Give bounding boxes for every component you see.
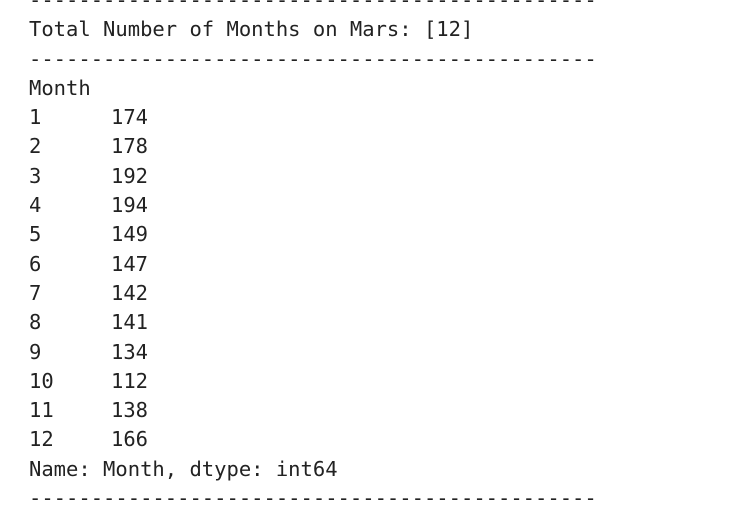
row-value: 192: [111, 163, 149, 188]
row-index: 3: [29, 163, 42, 188]
row-value: 174: [111, 105, 149, 130]
table-row: 9 134: [29, 338, 719, 367]
row-value: 112: [111, 368, 149, 393]
table-row: 10 112: [29, 367, 719, 396]
table-row: 6 147: [29, 250, 719, 279]
row-index: 11: [29, 398, 54, 423]
series-footer: Name: Month, dtype: int64: [29, 456, 338, 481]
total-months-line: Total Number of Months on Mars: [12]: [29, 17, 474, 42]
row-index: 7: [29, 280, 42, 305]
row-index: 12: [29, 427, 54, 452]
row-index: 6: [29, 251, 42, 276]
table-row: 8 141: [29, 308, 719, 337]
table-row: 2 178: [29, 132, 719, 161]
table-row: 5 149: [29, 220, 719, 249]
row-index: 8: [29, 310, 42, 335]
table-row: 3 192: [29, 162, 719, 191]
table-row: 4 194: [29, 191, 719, 220]
row-index: 10: [29, 368, 54, 393]
row-value: 141: [111, 310, 149, 335]
row-index: 4: [29, 193, 42, 218]
row-value: 178: [111, 134, 149, 159]
separator-middle: ----------------------------------------…: [29, 46, 597, 71]
row-value: 147: [111, 251, 149, 276]
row-index: 1: [29, 105, 42, 130]
series-rows: 1 174 2 178 3 192 4 194 5 149 6 147 7 142 8 141 9 134 10 11…: [29, 103, 719, 455]
separator-bottom: ----------------------------------------…: [29, 486, 597, 511]
separator-top: ----------------------------------------…: [29, 0, 597, 12]
row-value: 166: [111, 427, 149, 452]
series-index-name: Month: [29, 75, 91, 100]
console-output: ----------------------------------------…: [29, 0, 719, 513]
row-value: 142: [111, 280, 149, 305]
table-row: 1 174: [29, 103, 719, 132]
row-value: 149: [111, 222, 149, 247]
table-row: 12 166: [29, 425, 719, 454]
row-value: 194: [111, 193, 149, 218]
row-value: 138: [111, 398, 149, 423]
row-index: 2: [29, 134, 42, 159]
row-value: 134: [111, 339, 149, 364]
table-row: 7 142: [29, 279, 719, 308]
table-row: 11 138: [29, 396, 719, 425]
row-index: 9: [29, 339, 42, 364]
row-index: 5: [29, 222, 42, 247]
